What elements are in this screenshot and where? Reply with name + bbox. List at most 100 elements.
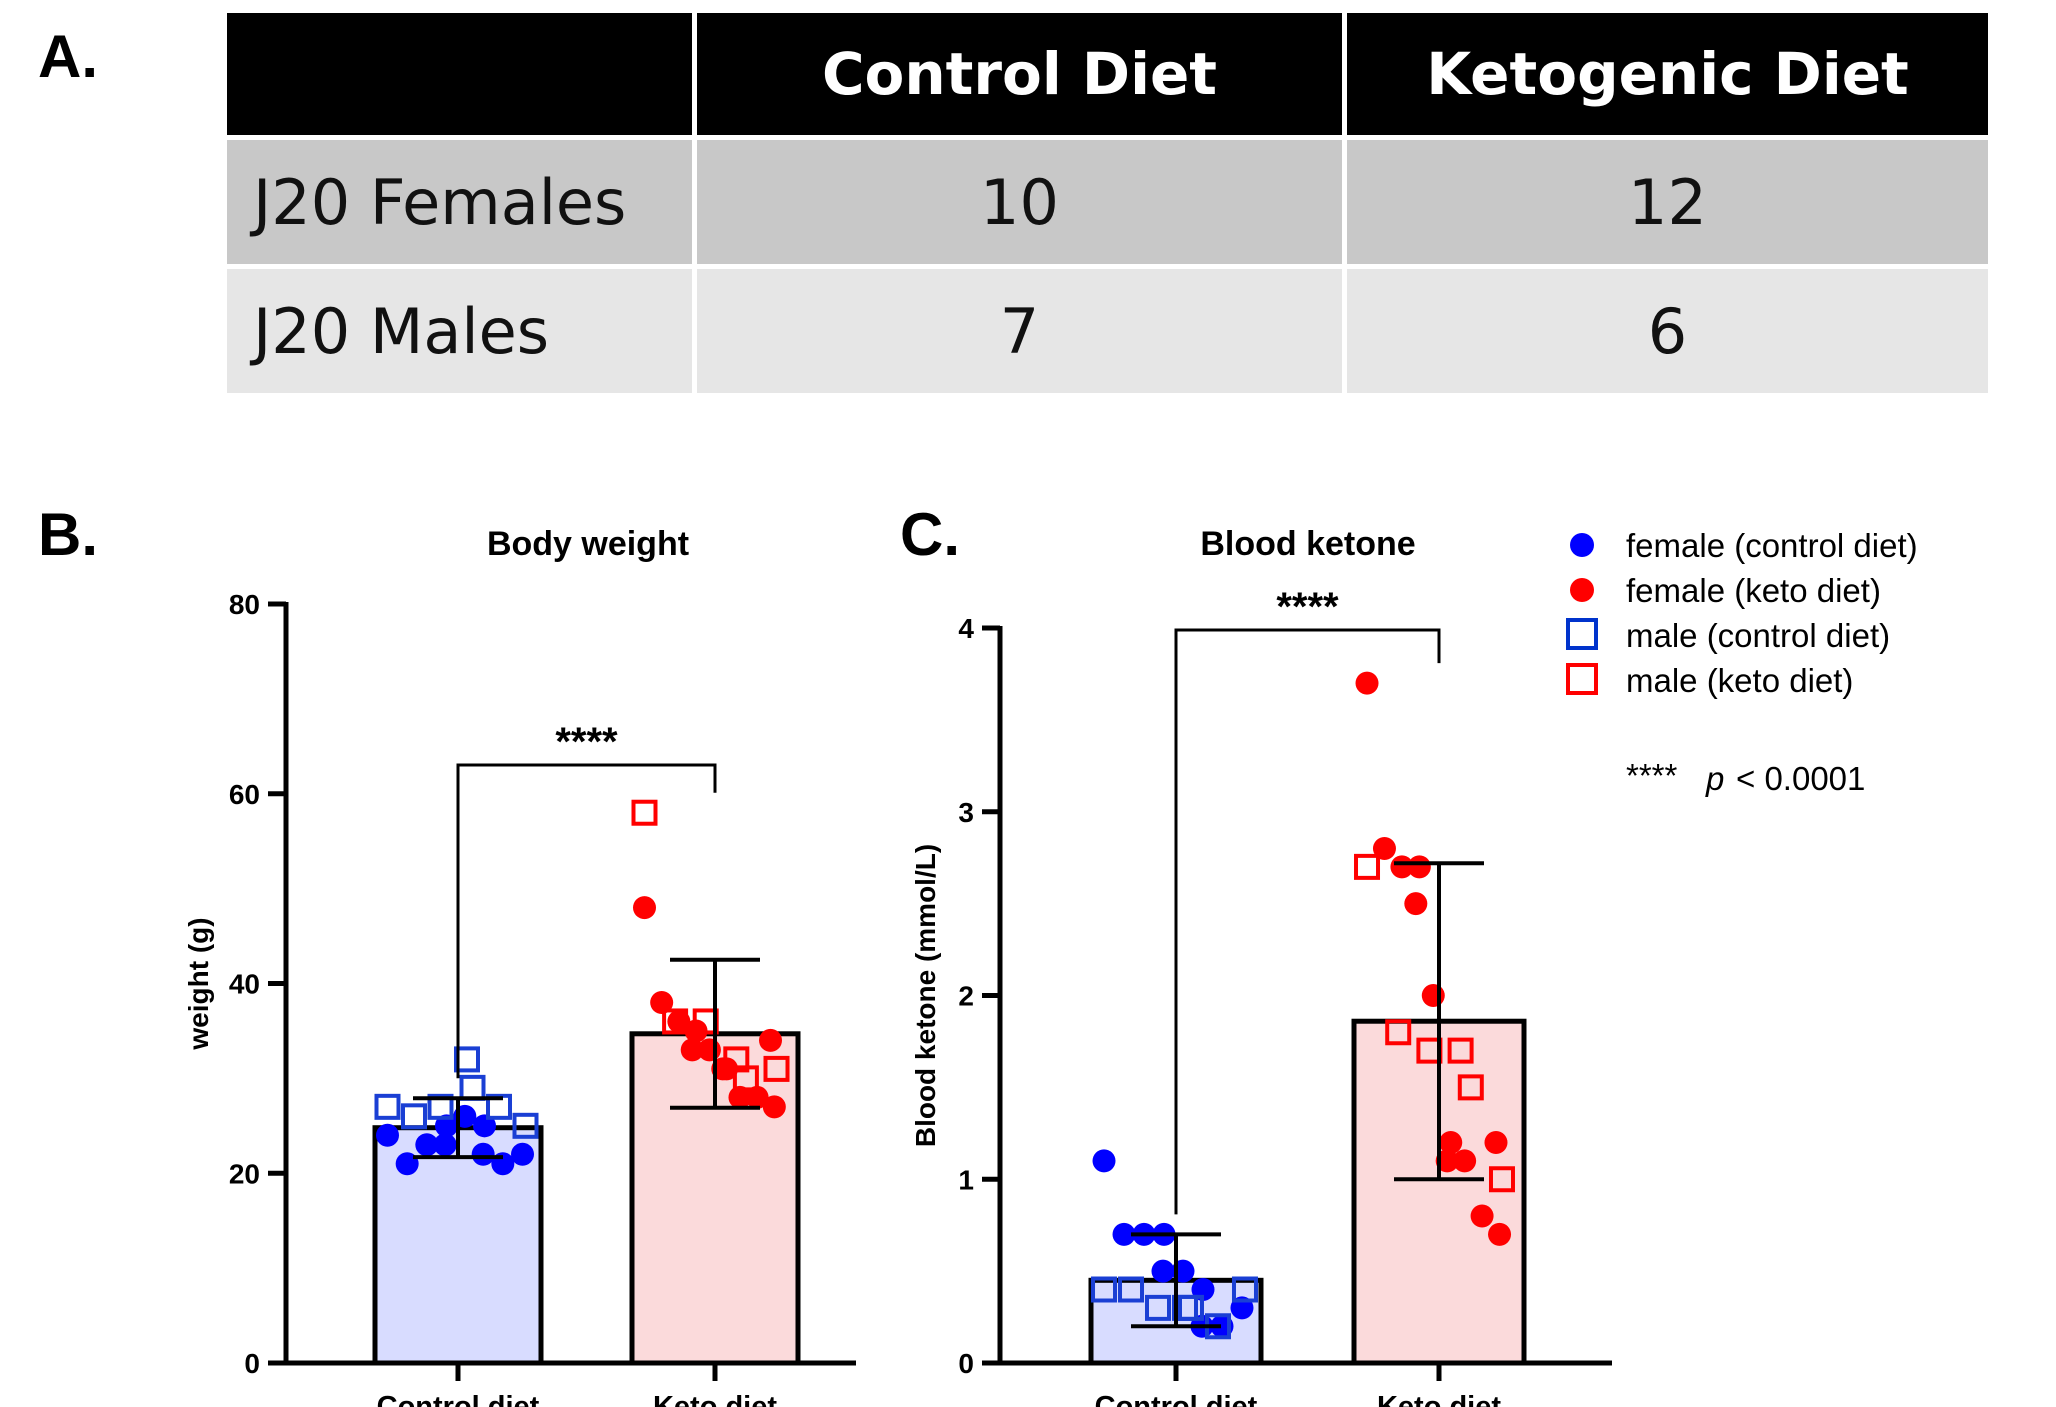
table-header-cell: Ketogenic Diet xyxy=(1342,8,1993,140)
data-point-male-keto xyxy=(1488,1166,1515,1193)
data-point-female-keto xyxy=(1404,892,1428,916)
y-axis-label: Blood ketone (mmol/L) xyxy=(910,844,941,1147)
sample-size-table: Control Diet Ketogenic Diet J20 Females … xyxy=(222,8,1993,398)
legend-pvalue-stars: **** xyxy=(1626,757,1678,794)
data-point-female-control xyxy=(473,1114,497,1138)
legend-label: male (keto diet) xyxy=(1626,662,1853,699)
y-tick-label: 80 xyxy=(229,589,260,620)
data-point-male-control xyxy=(400,1103,427,1130)
y-tick-label: 3 xyxy=(958,797,974,828)
y-tick-label: 1 xyxy=(958,1164,974,1195)
blood-ketone-chart: Blood ketone Blood ketone (mmol/L) 0 1 2 3 4 Co… xyxy=(910,525,1612,1407)
legend-marker-square xyxy=(1566,663,1598,695)
y-tick-label: 0 xyxy=(244,1348,260,1379)
data-point-female-control xyxy=(434,1114,458,1138)
y-tick-label: 2 xyxy=(958,981,974,1012)
data-point-female-keto xyxy=(1407,855,1431,879)
data-point-male-control xyxy=(1145,1294,1172,1321)
data-point-female-control xyxy=(395,1152,419,1176)
data-point-female-keto xyxy=(1421,984,1445,1007)
table-cell: 6 xyxy=(1342,264,1993,398)
data-point-female-control xyxy=(433,1133,457,1157)
legend-label: male (control diet) xyxy=(1626,617,1890,654)
y-tick-label: 4 xyxy=(958,613,974,644)
data-point-male-control xyxy=(1231,1276,1258,1303)
y-axis-label: weight (g) xyxy=(183,917,214,1050)
chart-title: Body weight xyxy=(487,525,689,563)
data-point-male-control xyxy=(512,1112,539,1139)
data-point-female-control xyxy=(1092,1149,1116,1173)
data-point-male-control xyxy=(459,1074,486,1101)
significance-bracket xyxy=(456,763,717,1079)
data-point-female-keto xyxy=(1390,855,1414,879)
x-tick-label: Control diet xyxy=(1095,1391,1258,1407)
legend: female (control diet) female (keto diet) m… xyxy=(1566,527,1918,797)
data-point-male-keto xyxy=(1457,1074,1484,1101)
data-point-male-keto xyxy=(1447,1037,1474,1064)
data-point-female-control xyxy=(511,1142,535,1166)
x-tick-label: Keto diet xyxy=(653,1391,777,1407)
x-tick-label: Keto diet xyxy=(1377,1391,1501,1407)
data-point-female-keto xyxy=(1435,1149,1459,1173)
data-point-male-control xyxy=(1177,1294,1204,1321)
data-point-female-keto xyxy=(697,1038,721,1062)
legend-marker-circle xyxy=(1570,533,1594,557)
legend-label: female (keto diet) xyxy=(1626,572,1881,609)
data-point-male-control xyxy=(486,1093,513,1120)
y-tick-label: 0 xyxy=(958,1348,974,1379)
significance-bracket xyxy=(1174,628,1441,1215)
data-point-female-keto xyxy=(1488,1222,1512,1246)
data-point-female-keto xyxy=(1355,671,1379,695)
y-tick-label: 20 xyxy=(229,1158,260,1189)
data-point-female-keto xyxy=(762,1095,786,1119)
legend-pvalue-p: p xyxy=(1705,760,1724,797)
data-point-male-control xyxy=(1091,1276,1118,1303)
data-point-male-keto xyxy=(662,1008,689,1035)
legend-label: female (control diet) xyxy=(1626,527,1918,564)
body-weight-chart: Body weight weight (g) 0 20 40 60 80 Control di… xyxy=(183,525,856,1407)
panel-label-c: C. xyxy=(900,501,960,568)
table-row: J20 Females 10 12 xyxy=(222,135,1993,269)
data-point-female-control xyxy=(471,1142,495,1166)
data-point-female-keto xyxy=(759,1028,783,1052)
significance-stars: **** xyxy=(1276,585,1339,629)
data-point-male-keto xyxy=(1354,853,1381,880)
data-point-female-keto xyxy=(650,990,674,1014)
significance-stars: **** xyxy=(555,720,618,764)
table-cell: 7 xyxy=(692,264,1347,398)
data-point-female-control xyxy=(415,1133,439,1157)
table-row-header: J20 Females xyxy=(222,135,697,269)
data-point-female-control xyxy=(375,1123,399,1147)
y-tick-label: 40 xyxy=(229,969,260,1000)
data-point-female-control xyxy=(1151,1259,1175,1283)
data-point-female-keto xyxy=(1484,1131,1508,1154)
panel-label-a: A. xyxy=(38,23,98,90)
legend-marker-circle xyxy=(1570,578,1594,602)
data-point-male-control xyxy=(454,1046,480,1073)
data-point-female-keto xyxy=(745,1085,769,1109)
data-point-male-keto xyxy=(763,1055,790,1082)
data-point-female-keto xyxy=(1439,1131,1463,1154)
data-point-male-control xyxy=(374,1093,401,1120)
table-header-cell: Control Diet xyxy=(692,8,1347,140)
table-row: J20 Males 7 6 xyxy=(222,264,1993,398)
table-cell: 12 xyxy=(1342,135,1993,269)
data-point-male-keto xyxy=(732,1065,759,1092)
panel-label-b: B. xyxy=(38,501,98,568)
data-point-male-keto xyxy=(1385,1019,1412,1046)
x-tick-label: Control diet xyxy=(377,1391,540,1407)
data-point-female-keto xyxy=(728,1085,752,1109)
chart-title: Blood ketone xyxy=(1200,525,1415,563)
data-point-male-control xyxy=(427,1093,454,1120)
data-point-female-keto xyxy=(711,1057,735,1081)
table-cell: 10 xyxy=(692,135,1347,269)
data-point-male-control xyxy=(1118,1276,1145,1303)
y-tick-label: 60 xyxy=(229,779,260,810)
table-header-cell xyxy=(222,8,697,140)
table-row-header: J20 Males xyxy=(222,264,697,398)
data-point-female-keto xyxy=(1470,1204,1494,1228)
data-point-female-keto xyxy=(632,896,656,920)
legend-marker-square xyxy=(1566,618,1598,650)
data-point-female-keto xyxy=(680,1038,704,1062)
